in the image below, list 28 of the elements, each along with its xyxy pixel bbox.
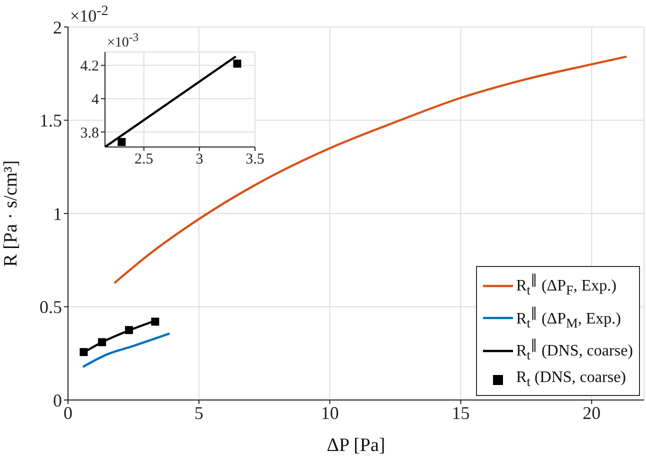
x-axis-title: ΔP [Pa] [326,435,386,456]
legend-label: R$_{t}$$^{∥}$ (DNS, coarse) [516,336,633,365]
text: ×10$^{-2}$ [70,3,108,27]
y-tick-label: 0.5 [40,297,62,318]
x-tick-label: 3.5 [246,152,264,168]
point [125,326,134,334]
y-tick-label: 2 [53,17,62,38]
x-tick-label: 10 [320,402,339,423]
y-tick-label: 1 [53,204,62,224]
legend-label: R$_{t}$ (DNS, coarse) [516,368,626,391]
legend-label: R$_{t}$$^{∥}$ (ΔP$_{M}$, Exp.) [516,304,621,332]
x-tick-label: 2.5 [134,152,154,168]
legend-label: R$_{t}$$^{∥}$ (ΔP$_{F}$, Exp.) [516,271,617,300]
y-tick-label: 0 [53,390,62,410]
point [98,338,106,346]
y-tick-label: 4.2 [80,58,99,75]
point [151,318,160,326]
x-tick-label: 5 [194,402,204,423]
y-axis-title: R [Pa · s/cm³] [0,160,22,267]
y-tick-label: 4 [92,92,100,108]
line-series [82,332,170,368]
annotation: ×10$^{-3}$ [107,31,139,52]
x-tick-label: 3 [196,152,204,168]
point [80,348,88,356]
y-tick-label: 3.8 [80,125,99,142]
x-tick-label: 20 [582,402,601,423]
y-tick-label: 1.5 [40,110,62,131]
x-tick-label: 15 [452,402,470,423]
